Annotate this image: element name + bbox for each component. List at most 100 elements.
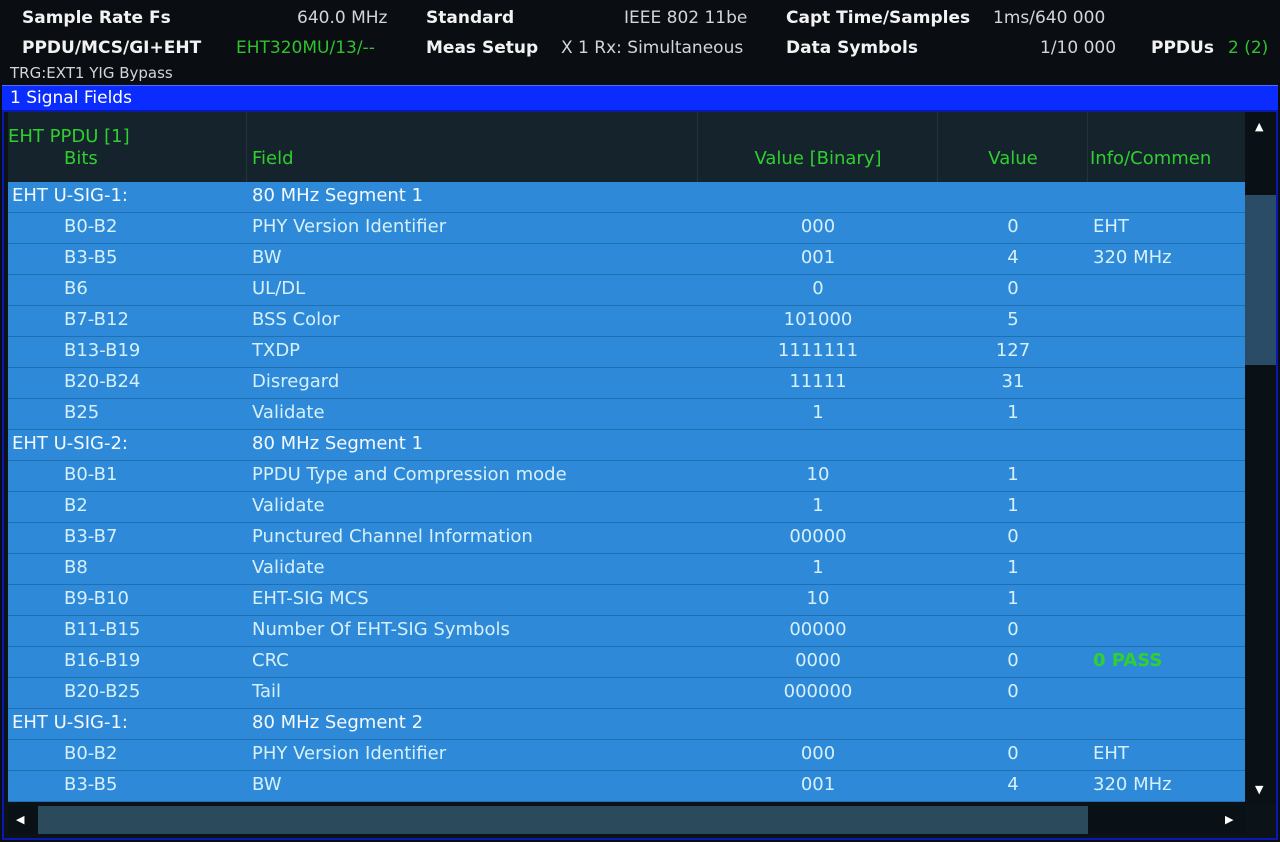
header-bits[interactable]: EHT PPDU [1] Bits — [8, 112, 247, 182]
value-cell: 5 — [1007, 309, 1019, 330]
table-row[interactable]: B20-B25 Tail 000000 0 — [8, 678, 1245, 709]
sample-rate-value: 640.0 MHz — [297, 8, 388, 28]
table-row[interactable]: B3-B7 Punctured Channel Information 00000 0 — [8, 523, 1245, 554]
value-cell: 1 — [1007, 588, 1019, 609]
value-cell: 31 — [1001, 371, 1025, 392]
field-cell: Validate — [252, 495, 325, 516]
bits-cell: B3-B7 — [64, 526, 118, 547]
bits-cell: B6 — [64, 278, 88, 299]
value-cell: 0 — [1007, 278, 1019, 299]
table-row[interactable]: B0-B2 PHY Version Identifier 000 0 EHT — [8, 213, 1245, 244]
header-value-label: Value — [988, 148, 1038, 169]
value-binary-cell: 1 — [812, 402, 824, 423]
bits-cell: B25 — [64, 402, 100, 423]
value-cell: 4 — [1007, 774, 1019, 795]
field-cell: Punctured Channel Information — [252, 526, 533, 547]
group-row[interactable]: EHT U-SIG-1: 80 MHz Segment 1 — [8, 182, 1245, 213]
info-cell: EHT — [1093, 216, 1129, 237]
horizontal-scroll-thumb[interactable] — [38, 806, 1088, 834]
group-label: EHT U-SIG-1: — [12, 185, 128, 206]
value-cell: 1 — [1007, 557, 1019, 578]
data-symbols-value: 1/10 000 — [1040, 38, 1117, 58]
capt-time-label: Capt Time/Samples — [786, 8, 971, 28]
value-cell: 1 — [1007, 495, 1019, 516]
table-row[interactable]: B3-B5 BW 001 4 320 MHz — [8, 771, 1245, 802]
value-binary-cell: 1111111 — [777, 340, 859, 361]
meas-setup-label: Meas Setup — [426, 38, 539, 58]
value-cell: 1 — [1007, 464, 1019, 485]
window-title-bar[interactable]: 1 Signal Fields — [2, 85, 1278, 110]
value-cell: 127 — [995, 340, 1031, 361]
table-header: EHT PPDU [1] Bits Field Value [Binary] V… — [8, 112, 1245, 182]
table-row[interactable]: B16-B19 CRC 0000 0 0 PASS — [8, 647, 1245, 678]
table-row[interactable]: B0-B2 PHY Version Identifier 000 0 EHT — [8, 740, 1245, 771]
signal-fields-table: EHT U-SIG-1: 80 MHz Segment 1 B0-B2 PHY Ver… — [8, 182, 1245, 804]
table-row[interactable]: B13-B19 TXDP 1111111 127 — [8, 337, 1245, 368]
bits-cell: B20-B25 — [64, 681, 141, 702]
value-cell: 0 — [1007, 216, 1019, 237]
table-row[interactable]: B9-B10 EHT-SIG MCS 10 1 — [8, 585, 1245, 616]
table-row[interactable]: B8 Validate 1 1 — [8, 554, 1245, 585]
value-binary-cell: 00000 — [789, 526, 847, 547]
value-binary-cell: 000 — [800, 743, 836, 764]
bits-cell: B20-B24 — [64, 371, 141, 392]
table-row[interactable]: B20-B24 Disregard 11111 31 — [8, 368, 1245, 399]
field-cell: BSS Color — [252, 309, 340, 330]
field-cell: Tail — [252, 681, 282, 702]
value-cell: 1 — [1007, 402, 1019, 423]
bits-cell: B16-B19 — [64, 650, 141, 671]
header-value[interactable]: Value — [938, 112, 1088, 182]
value-binary-cell: 11111 — [789, 371, 847, 392]
capt-time-value: 1ms/640 000 — [993, 8, 1106, 28]
table-row[interactable]: B0-B1 PPDU Type and Compression mode 10 1 — [8, 461, 1245, 492]
info-cell: 0 PASS — [1093, 650, 1163, 671]
header-info[interactable]: Info/Commen — [1088, 112, 1245, 182]
bits-cell: B0-B2 — [64, 743, 118, 764]
segment-label: 80 MHz Segment 2 — [252, 712, 424, 733]
header-field[interactable]: Field — [247, 112, 698, 182]
value-cell: 0 — [1007, 650, 1019, 671]
value-binary-cell: 000000 — [783, 681, 853, 702]
bits-cell: B13-B19 — [64, 340, 141, 361]
table-row[interactable]: B11-B15 Number Of EHT-SIG Symbols 00000 0 — [8, 616, 1245, 647]
value-binary-cell: 0000 — [795, 650, 841, 671]
group-row[interactable]: EHT U-SIG-1: 80 MHz Segment 2 — [8, 709, 1245, 740]
header-ppdu: EHT PPDU [1] — [8, 126, 130, 147]
ppdu-mcs-label: PPDU/MCS/GI+EHT — [22, 38, 202, 58]
group-row[interactable]: EHT U-SIG-2: 80 MHz Segment 1 — [8, 430, 1245, 461]
window-title: 1 Signal Fields — [10, 88, 132, 108]
bits-cell: B11-B15 — [64, 619, 141, 640]
field-cell: BW — [252, 774, 282, 795]
data-symbols-label: Data Symbols — [786, 38, 918, 58]
scroll-up-icon[interactable]: ▲ — [1255, 120, 1264, 133]
table-row[interactable]: B2 Validate 1 1 — [8, 492, 1245, 523]
header-info-label: Info/Commen — [1090, 148, 1212, 169]
value-cell: 0 — [1007, 619, 1019, 640]
value-cell: 0 — [1007, 743, 1019, 764]
field-cell: CRC — [252, 650, 289, 671]
field-cell: PPDU Type and Compression mode — [252, 464, 567, 485]
value-binary-cell: 1 — [812, 495, 824, 516]
standard-label: Standard — [426, 8, 515, 28]
scroll-right-icon[interactable]: ▶ — [1225, 813, 1234, 826]
vertical-scroll-thumb[interactable] — [1245, 195, 1276, 365]
table-row[interactable]: B7-B12 BSS Color 101000 5 — [8, 306, 1245, 337]
field-cell: PHY Version Identifier — [252, 743, 447, 764]
bits-cell: B8 — [64, 557, 88, 578]
field-cell: PHY Version Identifier — [252, 216, 447, 237]
value-binary-cell: 000 — [800, 216, 836, 237]
table-row[interactable]: B3-B5 BW 001 4 320 MHz — [8, 244, 1245, 275]
header-value-binary[interactable]: Value [Binary] — [698, 112, 938, 182]
table-row[interactable]: B6 UL/DL 0 0 — [8, 275, 1245, 306]
bits-cell: B2 — [64, 495, 88, 516]
bits-cell: B7-B12 — [64, 309, 129, 330]
value-cell: 4 — [1007, 247, 1019, 268]
value-binary-cell: 001 — [800, 247, 836, 268]
scroll-down-icon[interactable]: ▼ — [1255, 783, 1264, 796]
field-cell: BW — [252, 247, 282, 268]
table-row[interactable]: B25 Validate 1 1 — [8, 399, 1245, 430]
scroll-left-icon[interactable]: ◀ — [16, 813, 25, 826]
meas-setup-value: X 1 Rx: Simultaneous — [561, 38, 744, 58]
segment-label: 80 MHz Segment 1 — [252, 433, 424, 454]
group-label: EHT U-SIG-1: — [12, 712, 128, 733]
